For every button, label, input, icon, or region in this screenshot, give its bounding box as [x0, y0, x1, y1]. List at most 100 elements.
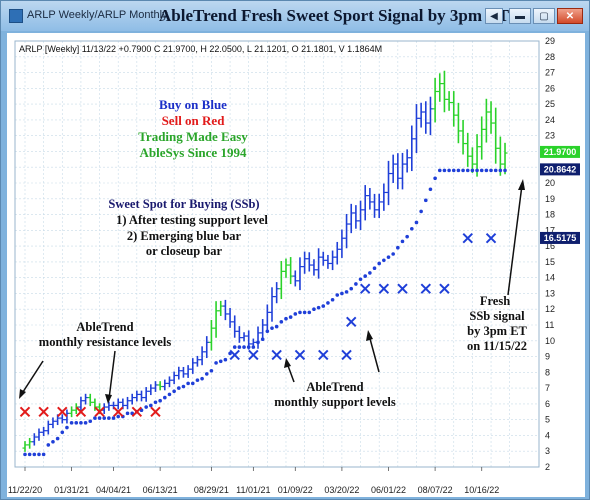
y-tick-label: 12 [545, 304, 555, 314]
y-tick-label: 13 [545, 288, 555, 298]
support-dot [55, 436, 60, 441]
support-dot [419, 209, 423, 214]
minimize-button[interactable]: ▬ [509, 8, 531, 24]
support-dot [465, 168, 470, 173]
x-tick-label: 08/29/21 [194, 485, 229, 495]
resistance-arrowhead-left [19, 389, 26, 399]
support-dot [218, 359, 223, 364]
y-tick-label: 14 [545, 273, 555, 283]
support-dot [209, 368, 214, 373]
y-tick-label: 9 [545, 352, 550, 362]
x-tick-label: 11/22/20 [8, 485, 42, 495]
support-dot [377, 261, 381, 266]
maximize-button[interactable]: ▢ [533, 8, 555, 24]
support-arrowhead-left [284, 358, 291, 368]
support-dot [107, 416, 111, 420]
support-x-marker [485, 233, 497, 244]
fresh-signal-arrowhead [518, 179, 525, 190]
support-dot [27, 452, 32, 457]
resistance-arrow-left [20, 360, 44, 396]
support-x-marker [378, 283, 390, 294]
support-dot [41, 452, 46, 457]
support-dot [246, 345, 251, 349]
chart-area[interactable]: ARLP [Weekly] 11/13/22 +0.7900 C 21.9700… [7, 33, 585, 497]
y-tick-label: 25 [545, 99, 555, 109]
fresh-signal-arrow [507, 184, 523, 296]
fresh-note-line-1: Fresh [480, 294, 510, 308]
window-tab-label[interactable]: ARLP Weekly/ARLP Monthly [27, 9, 168, 21]
support-dot [93, 416, 97, 420]
close-button[interactable]: ✕ [557, 8, 583, 24]
support-dot [46, 443, 51, 447]
support-dot [65, 425, 69, 430]
last-price-value: 21.9700 [544, 147, 577, 157]
sweet-spot-line-2: 2) Emerging blue bar [127, 229, 242, 243]
support-dot [288, 315, 293, 319]
support-dot [470, 168, 475, 173]
support-dot [456, 168, 461, 173]
support-dot [498, 168, 503, 173]
support-dot [321, 304, 326, 308]
resistance-x-marker [75, 406, 87, 417]
support-dot [433, 176, 437, 181]
support-dot [195, 378, 200, 383]
support-dot [270, 326, 274, 330]
support-dot [326, 301, 330, 305]
support-dot [293, 312, 298, 316]
support-dot [74, 421, 79, 425]
support-x-marker [397, 283, 408, 294]
support-dot [479, 168, 484, 173]
chart-app-icon [9, 9, 23, 23]
support-dot [88, 419, 93, 424]
support-dot [102, 416, 107, 420]
support-dot [391, 252, 395, 256]
support-dot [396, 245, 400, 250]
support-dot [461, 168, 465, 173]
support-dot [302, 310, 307, 315]
support-dot [405, 234, 409, 239]
y-tick-label: 16 [545, 241, 555, 251]
x-tick-label: 01/31/21 [54, 485, 89, 495]
support-dot [32, 452, 37, 457]
title-bar[interactable]: ARLP Weekly/ARLP Monthly AbleTrend Fresh… [1, 1, 589, 31]
price-chart[interactable]: ARLP [Weekly] 11/13/22 +0.7900 C 21.9700… [7, 33, 585, 497]
price-tags: 21.9700 20.8642 16.5175 [540, 145, 580, 244]
resistance-arrow-right [108, 350, 116, 400]
last-price-tag [540, 145, 580, 158]
support-arrow-right [368, 334, 380, 373]
support-x-marker [346, 316, 357, 328]
back-arrow-button[interactable]: ◀ [485, 8, 503, 24]
support-dot [242, 345, 246, 349]
y-tick-label: 10 [545, 336, 555, 346]
x-axis: 11/22/20 01/31/21 04/04/21 06/13/21 08/29/21… [8, 467, 499, 495]
support-x-marker [341, 349, 352, 361]
y-tick-label: 20 [545, 178, 555, 188]
support-dot [79, 421, 83, 425]
monthly-level-value: 16.5175 [544, 233, 577, 243]
support-dot [251, 345, 256, 349]
support-dot [414, 220, 419, 225]
y-tick-label: 24 [545, 115, 555, 125]
x-tick-label: 01/09/22 [278, 485, 313, 495]
support-dot [214, 361, 218, 365]
x-tick-label: 06/13/21 [143, 485, 178, 495]
price-bars [22, 70, 508, 452]
support-dot [223, 357, 228, 362]
support-dot [400, 239, 405, 244]
resistance-x-marker [113, 406, 124, 417]
support-dot [237, 345, 242, 349]
y-tick-label: 27 [545, 68, 555, 78]
support-dot [493, 168, 498, 173]
resistance-x-marker [38, 406, 49, 417]
support-dot [358, 277, 363, 282]
support-dot [279, 320, 284, 324]
support-dot [437, 168, 442, 173]
support-dot [330, 297, 335, 302]
support-dot [298, 310, 302, 315]
support-dot [176, 386, 181, 390]
fresh-note-line-2: SSb signal [469, 309, 525, 323]
support-dot [265, 329, 270, 334]
y-tick-label: 23 [545, 131, 555, 141]
support-dot [83, 421, 88, 425]
